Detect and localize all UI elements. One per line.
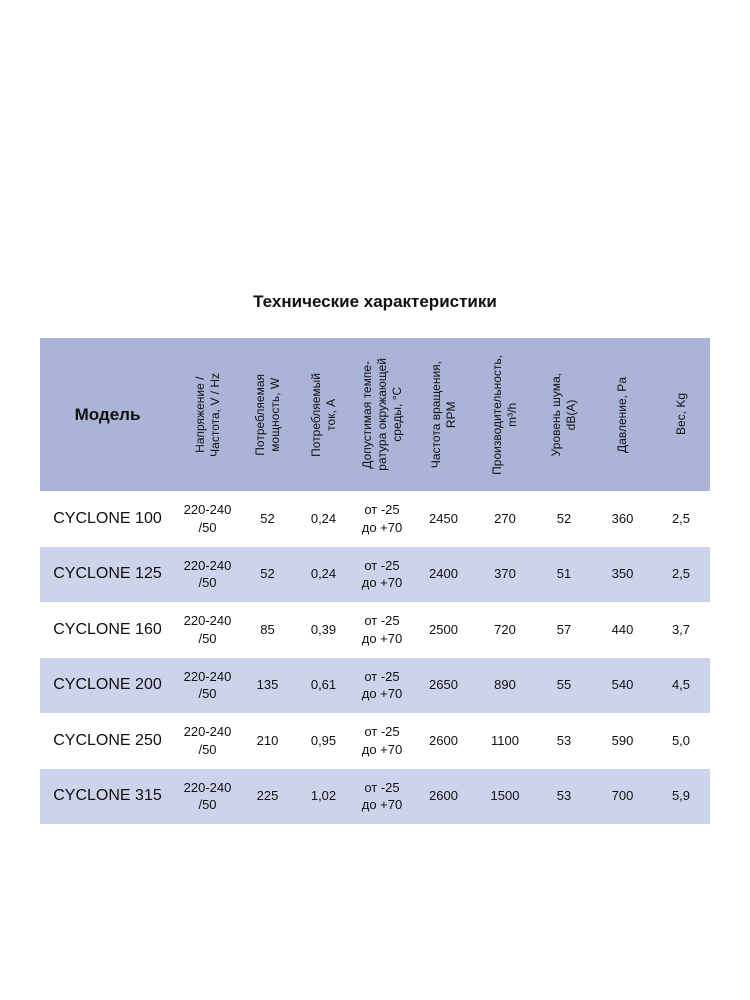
header-rpm: Частота вращения, RPM xyxy=(428,360,458,469)
cell-airflow: 370 xyxy=(494,566,516,582)
cell-pressure: 540 xyxy=(611,677,634,693)
cell-weight: 3,7 xyxy=(671,621,691,637)
header-weight: Вес, Kg xyxy=(673,393,688,436)
cell-power: 210 xyxy=(256,732,279,748)
cell-power: 225 xyxy=(256,788,279,804)
table-row: CYCLONE 250 220-240 /50 210 0,95 от -25 до +… xyxy=(40,713,710,769)
header-current: Потребляемый ток, А xyxy=(308,372,338,457)
table-row: CYCLONE 160 220-240 /50 85 0,39 от -25 до +7… xyxy=(40,602,710,658)
cell-temperature: от -25 до +70 xyxy=(361,779,403,813)
cell-pressure: 440 xyxy=(611,621,634,637)
cell-voltage: 220-240 /50 xyxy=(183,502,232,535)
header-pressure: Давление, Pa xyxy=(615,376,629,453)
cell-rpm: 2450 xyxy=(429,510,458,526)
cell-voltage: 220-240 /50 xyxy=(183,557,232,591)
cell-pressure: 360 xyxy=(611,510,634,526)
table-header: Модель Напряжение / Частота, V / Hz Потр… xyxy=(40,338,710,491)
cell-current: 0,39 xyxy=(310,621,337,637)
cell-noise: 55 xyxy=(556,677,572,693)
header-voltage: Напряжение / Частота, V / Hz xyxy=(192,372,222,457)
cell-pressure: 700 xyxy=(611,788,634,804)
cell-voltage: 220-240 /50 xyxy=(183,724,232,757)
cell-noise: 53 xyxy=(556,788,572,804)
cell-current: 1,02 xyxy=(310,788,337,804)
cell-weight: 4,5 xyxy=(671,677,691,693)
cell-rpm: 2600 xyxy=(429,732,458,748)
cell-airflow: 270 xyxy=(494,510,516,526)
table-row: CYCLONE 125 220-240 /50 52 0,24 от -25 до +7… xyxy=(40,546,710,602)
header-temperature: Допустимая темпе- ратура окружающей сред… xyxy=(359,358,404,471)
cell-model: CYCLONE 125 xyxy=(53,565,162,583)
cell-pressure: 590 xyxy=(611,732,634,748)
header-noise: Уровень шума, dB(A) xyxy=(549,372,578,457)
cell-power: 135 xyxy=(256,677,279,693)
cell-rpm: 2650 xyxy=(429,677,458,693)
cell-temperature: от -25 до +70 xyxy=(361,613,403,646)
cell-noise: 52 xyxy=(556,510,572,526)
cell-rpm: 2600 xyxy=(429,788,458,804)
cell-airflow: 720 xyxy=(494,621,516,637)
cell-temperature: от -25 до +70 xyxy=(361,502,403,535)
cell-voltage: 220-240 /50 xyxy=(183,779,232,813)
cell-voltage: 220-240 /50 xyxy=(183,613,232,646)
cell-current: 0,61 xyxy=(310,677,337,693)
cell-model: CYCLONE 315 xyxy=(53,787,162,805)
cell-weight: 2,5 xyxy=(671,510,691,526)
cell-weight: 5,0 xyxy=(671,732,691,748)
cell-temperature: от -25 до +70 xyxy=(361,668,403,702)
cell-temperature: от -25 до +70 xyxy=(361,557,403,591)
header-power: Потребляемая мощность, W xyxy=(252,373,282,456)
cell-power: 52 xyxy=(260,566,275,582)
cell-noise: 57 xyxy=(556,621,572,637)
page-title: Технические характеристики xyxy=(253,292,497,311)
cell-weight: 5,9 xyxy=(671,788,691,804)
cell-model: CYCLONE 160 xyxy=(53,620,162,638)
cell-pressure: 350 xyxy=(611,566,634,582)
table-row: CYCLONE 100 220-240 /50 52 0,24 от -25 до +7… xyxy=(40,491,710,547)
cell-rpm: 2500 xyxy=(429,621,458,637)
header-model: Модель xyxy=(74,404,141,424)
cell-voltage: 220-240 /50 xyxy=(183,668,232,702)
table-row: CYCLONE 315 220-240 /50 225 1,02 от -25 до +… xyxy=(40,768,710,824)
cell-weight: 2,5 xyxy=(671,566,691,582)
table-row: CYCLONE 200 220-240 /50 135 0,61 от -25 до +… xyxy=(40,657,710,713)
cell-noise: 51 xyxy=(556,566,572,582)
cell-airflow: 1500 xyxy=(490,788,520,804)
cell-power: 52 xyxy=(260,510,275,526)
cell-airflow: 890 xyxy=(494,677,516,693)
cell-current: 0,24 xyxy=(310,566,337,582)
cell-model: CYCLONE 250 xyxy=(53,731,162,749)
header-airflow: Производительность, m³/h xyxy=(490,354,519,475)
cell-power: 85 xyxy=(260,621,275,637)
spec-table: Модель Напряжение / Частота, V / Hz Потр… xyxy=(40,338,710,824)
cell-temperature: от -25 до +70 xyxy=(361,724,403,757)
cell-current: 0,24 xyxy=(310,510,337,526)
cell-rpm: 2400 xyxy=(429,566,458,582)
cell-model: CYCLONE 200 xyxy=(53,676,162,694)
cell-model: CYCLONE 100 xyxy=(53,509,162,527)
cell-current: 0,95 xyxy=(310,732,337,748)
cell-noise: 53 xyxy=(556,732,572,748)
cell-airflow: 1100 xyxy=(491,732,519,748)
